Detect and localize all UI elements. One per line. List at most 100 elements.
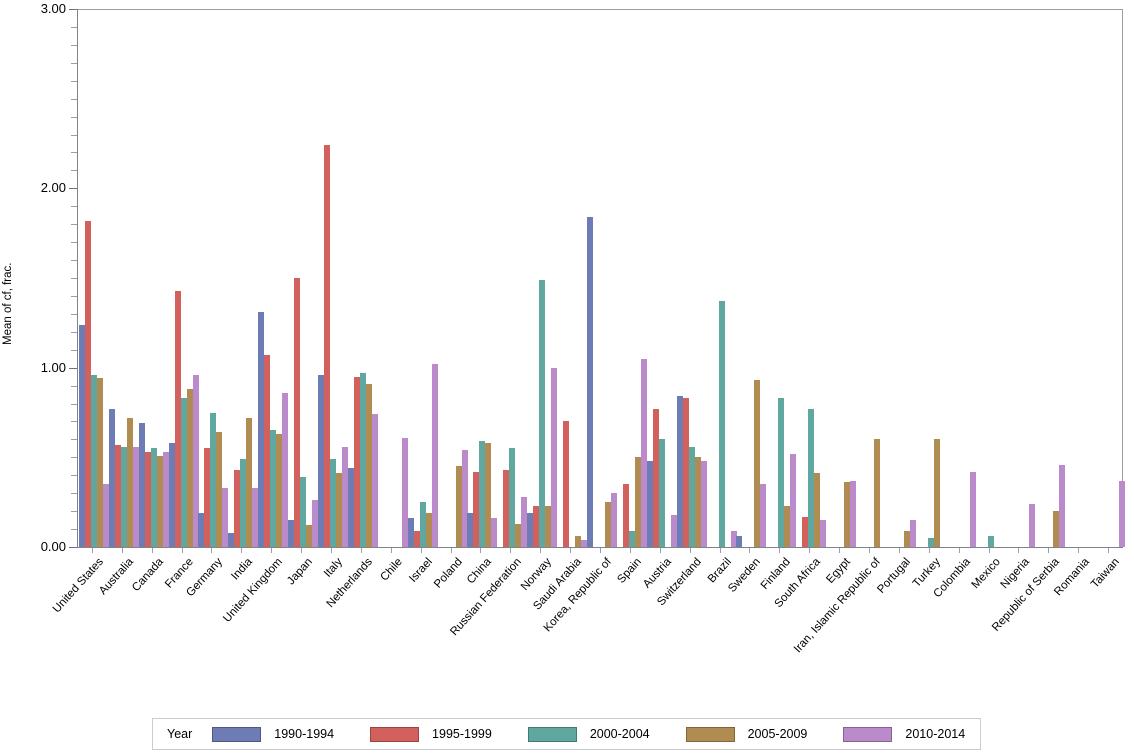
bar	[407, 518, 414, 547]
bar-group	[856, 10, 886, 547]
legend-color-swatch	[685, 726, 735, 742]
bar	[479, 441, 486, 547]
bar	[1053, 511, 1060, 547]
bar-group	[378, 10, 408, 547]
x-tick-mark	[988, 548, 990, 553]
y-tick-minor	[71, 349, 77, 351]
bar	[676, 396, 683, 547]
bar	[622, 484, 629, 547]
legend-item[interactable]: 1995-1999	[370, 726, 492, 742]
bar	[234, 469, 241, 547]
x-tick-mark	[689, 548, 691, 553]
bar-group	[766, 10, 797, 547]
bar-group	[438, 10, 468, 547]
bar	[156, 455, 163, 547]
bar	[515, 523, 522, 547]
bar	[521, 496, 528, 547]
bar	[288, 520, 295, 547]
x-tick-mark	[749, 548, 751, 553]
bar	[114, 444, 121, 547]
y-tick-minor	[71, 295, 77, 297]
bar	[485, 443, 492, 547]
bar	[258, 312, 265, 547]
y-tick-minor	[71, 278, 77, 279]
chart-legend: Year 1990-1994 1995-1999 2000-2004 2005-200…	[152, 718, 981, 750]
bar-group	[108, 10, 139, 547]
bar-group	[587, 10, 617, 547]
bar	[330, 459, 337, 547]
y-tick-minor	[71, 439, 77, 441]
bar-group	[676, 10, 707, 547]
bar	[419, 502, 426, 547]
bar-group	[1095, 10, 1126, 547]
y-tick-minor	[71, 529, 77, 531]
legend-item[interactable]: 2005-2009	[685, 726, 807, 742]
bar	[252, 487, 259, 547]
bar-group	[258, 10, 289, 547]
bar	[533, 505, 540, 547]
x-tick-label: Italy	[321, 556, 345, 580]
x-axis-line	[77, 547, 1123, 548]
bar	[903, 530, 910, 547]
bar	[276, 434, 283, 547]
x-tick-mark	[420, 548, 422, 553]
legend-item-label: 1990-1994	[274, 727, 335, 741]
bar	[264, 355, 271, 547]
bar-group	[78, 10, 109, 547]
y-tick-mark	[69, 367, 77, 369]
x-tick-mark	[450, 548, 452, 553]
bar	[347, 468, 354, 547]
bar	[682, 398, 689, 547]
bar	[611, 493, 617, 547]
bar	[180, 398, 187, 547]
bar	[527, 512, 534, 547]
y-tick-minor	[71, 116, 77, 118]
y-axis-title: Mean of cf, frac.	[2, 262, 14, 345]
bar	[1059, 464, 1066, 547]
bar	[84, 220, 91, 547]
bar	[700, 460, 707, 547]
legend-item[interactable]: 2010-2014	[843, 726, 966, 742]
bar	[730, 530, 737, 547]
y-axis-line	[77, 9, 78, 548]
bar	[108, 408, 115, 547]
legend-color-swatch	[527, 726, 577, 742]
legend-item[interactable]: 2000-2004	[527, 726, 650, 742]
x-tick-mark	[779, 548, 781, 553]
bar	[431, 364, 438, 547]
bar	[820, 520, 827, 547]
bar	[371, 414, 378, 547]
bar	[425, 512, 432, 547]
bar-group	[946, 10, 976, 547]
bar	[192, 374, 199, 547]
x-tick-label: Israel	[406, 556, 435, 585]
bar	[365, 383, 372, 547]
bar-group	[138, 10, 169, 547]
bar-group	[1035, 10, 1066, 547]
legend-item-label: 2010-2014	[905, 727, 966, 741]
bar	[144, 451, 151, 547]
x-tick-mark	[570, 548, 572, 553]
bar-group	[826, 10, 857, 547]
legend-color-swatch	[370, 726, 420, 742]
bar	[736, 536, 743, 547]
x-tick-mark	[181, 548, 183, 553]
bar	[1029, 503, 1036, 547]
bar	[78, 324, 85, 547]
bar	[96, 378, 103, 547]
x-tick-mark	[898, 548, 900, 553]
x-tick-mark	[1048, 548, 1050, 553]
bar	[503, 469, 510, 547]
bar	[186, 389, 193, 547]
x-tick-mark	[659, 548, 661, 553]
y-tick-minor	[71, 493, 77, 495]
x-tick-label: Chile	[378, 556, 405, 584]
legend-item[interactable]: 1990-1994	[212, 726, 335, 742]
bar	[640, 358, 647, 547]
y-tick-minor	[71, 331, 77, 333]
bar	[150, 448, 157, 547]
x-tick-mark	[331, 548, 333, 553]
bar-group	[467, 10, 498, 547]
bar	[658, 439, 665, 547]
bar	[688, 446, 695, 547]
